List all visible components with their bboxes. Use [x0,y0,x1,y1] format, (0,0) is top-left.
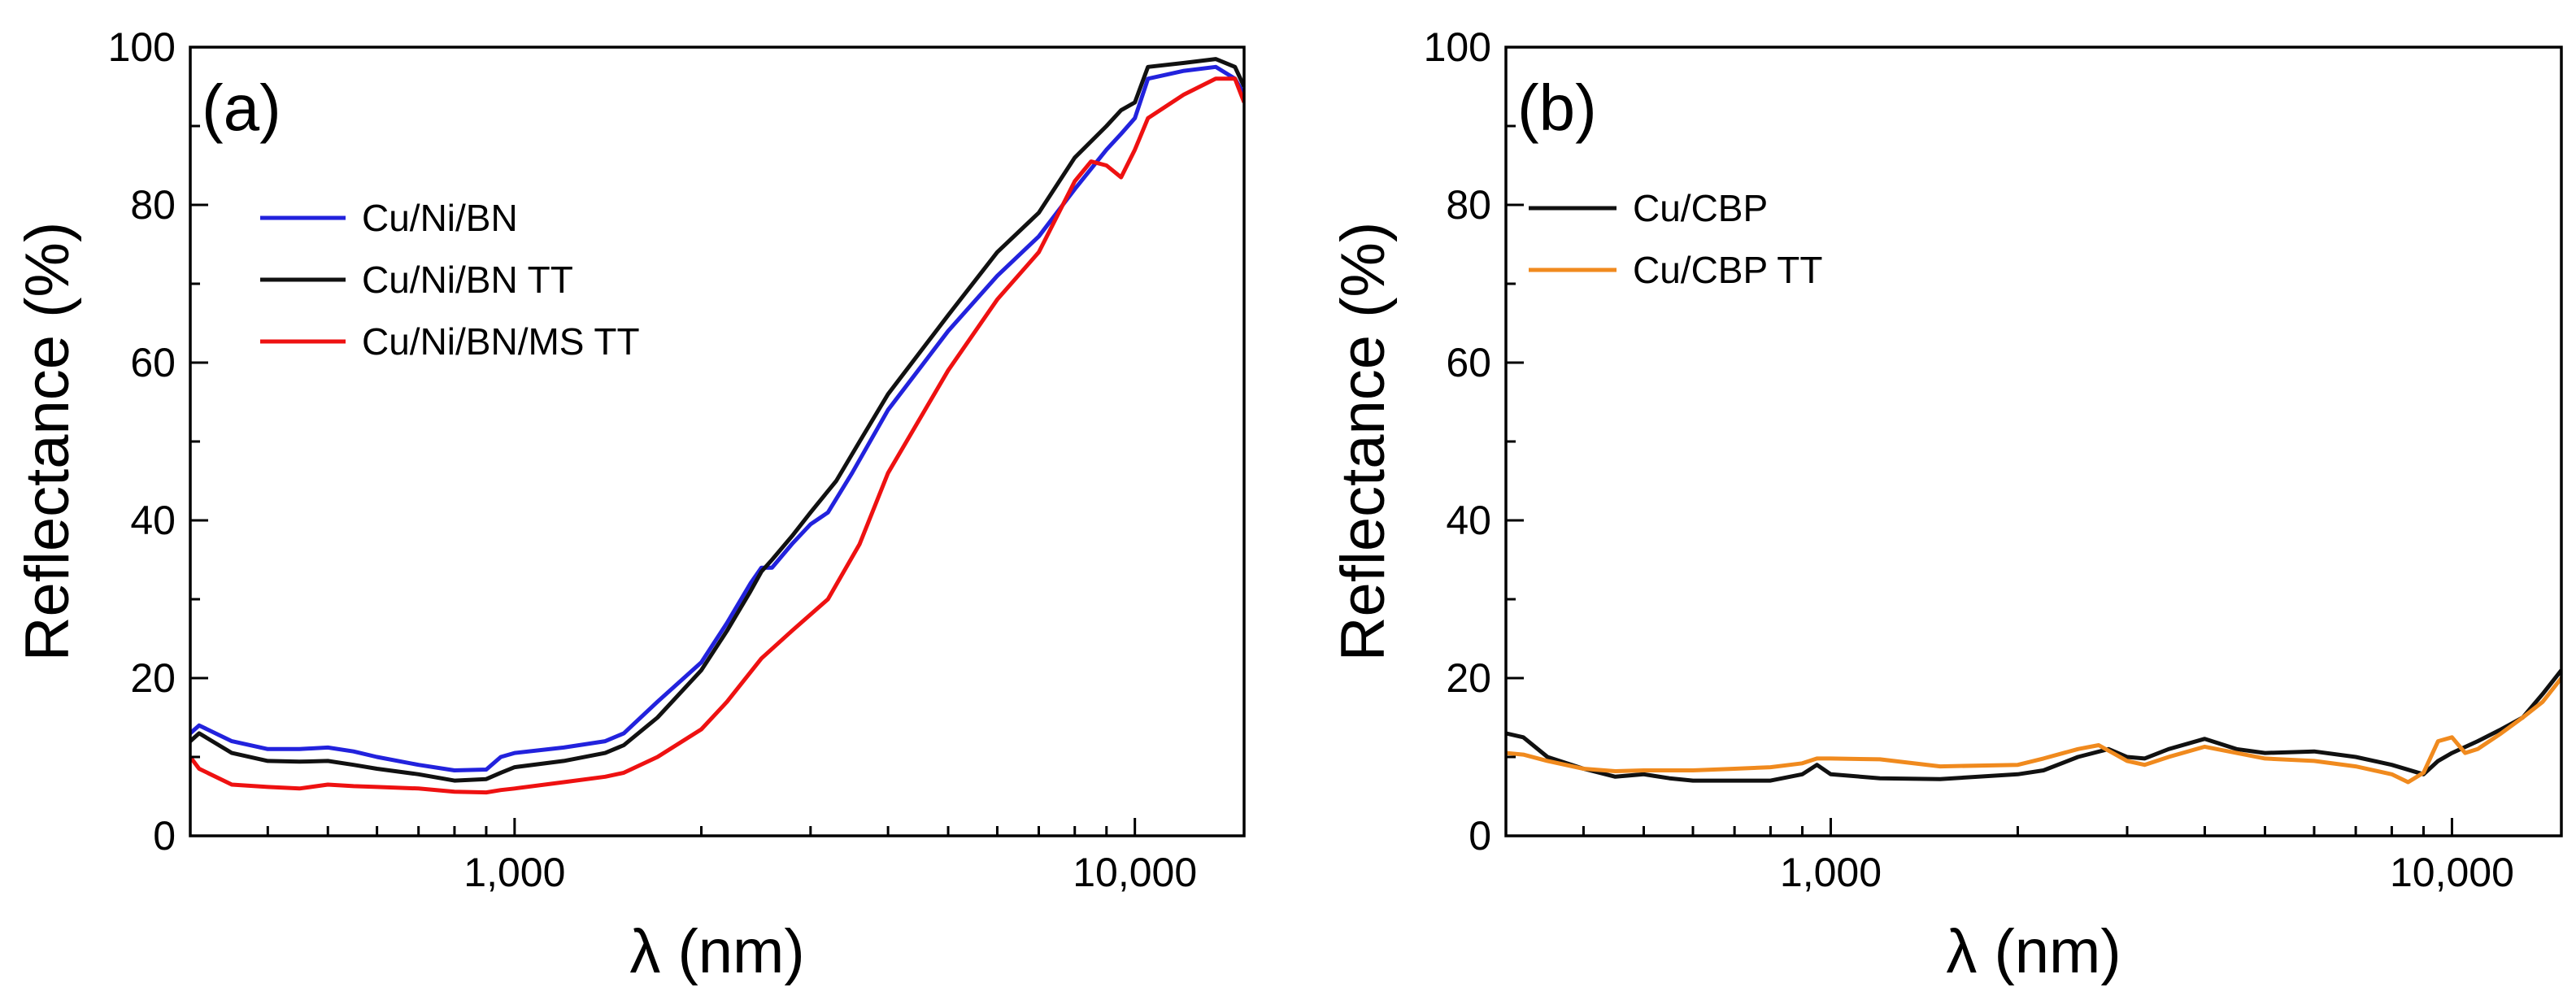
legend-label: Cu/Ni/BN/MS TT [362,320,640,363]
legend-label: Cu/Ni/BN [362,197,518,239]
panel-a: 0 20 40 60 80 100 1,000 10,000 λ (nm) Reflectance… [13,24,1246,986]
x-tick-label: 1,000 [1780,850,1882,895]
series-line-cu-ni-bn-ms-tt [190,76,1244,795]
x-tick-label: 10,000 [1073,850,1197,895]
legend-label: Cu/CBP TT [1633,249,1822,291]
x-tick-label: 1,000 [463,850,565,895]
panel-label: (b) [1517,72,1597,144]
y-tick-label: 80 [1446,182,1491,228]
y-tick-label: 40 [1446,498,1491,543]
series-line-cu-ni-bn-tt [190,57,1244,783]
y-tick-label: 40 [130,498,176,543]
series-line-cu-cbp [1506,668,2561,783]
y-tick-label: 0 [153,813,176,859]
series-group [1506,668,2561,785]
y-tick-label: 60 [1446,340,1491,385]
panel-label: (a) [202,72,281,144]
y-tick-label: 0 [1469,813,1491,859]
y-tick-label: 80 [130,182,176,228]
y-tick-label: 100 [1424,24,1491,70]
legend-label: Cu/CBP [1633,187,1768,229]
y-axis-title: Reflectance (%) [1329,222,1398,662]
series-line-cu-cbp-tt [1506,676,2561,785]
panel-b: 0 20 40 60 80 100 1,000 10,000 λ (nm) Reflectance… [1329,24,2563,986]
plot-frame [1504,46,2563,837]
series-group [190,57,1244,795]
legend-label: Cu/Ni/BN TT [362,259,573,301]
y-tick-label: 20 [1446,655,1491,701]
series-line-cu-ni-bn [190,64,1244,772]
y-tick-label: 60 [130,340,176,385]
legend: Cu/CBP Cu/CBP TT [1529,187,1822,291]
x-tick-label: 10,000 [2390,850,2514,895]
y-tick-label: 20 [130,655,176,701]
legend: Cu/Ni/BN Cu/Ni/BN TT Cu/Ni/BN/MS TT [260,197,640,363]
y-tick-label: 100 [108,24,176,70]
x-axis-title: λ (nm) [1946,917,2121,986]
y-axis-title: Reflectance (%) [13,222,82,662]
x-axis-title: λ (nm) [629,917,804,986]
